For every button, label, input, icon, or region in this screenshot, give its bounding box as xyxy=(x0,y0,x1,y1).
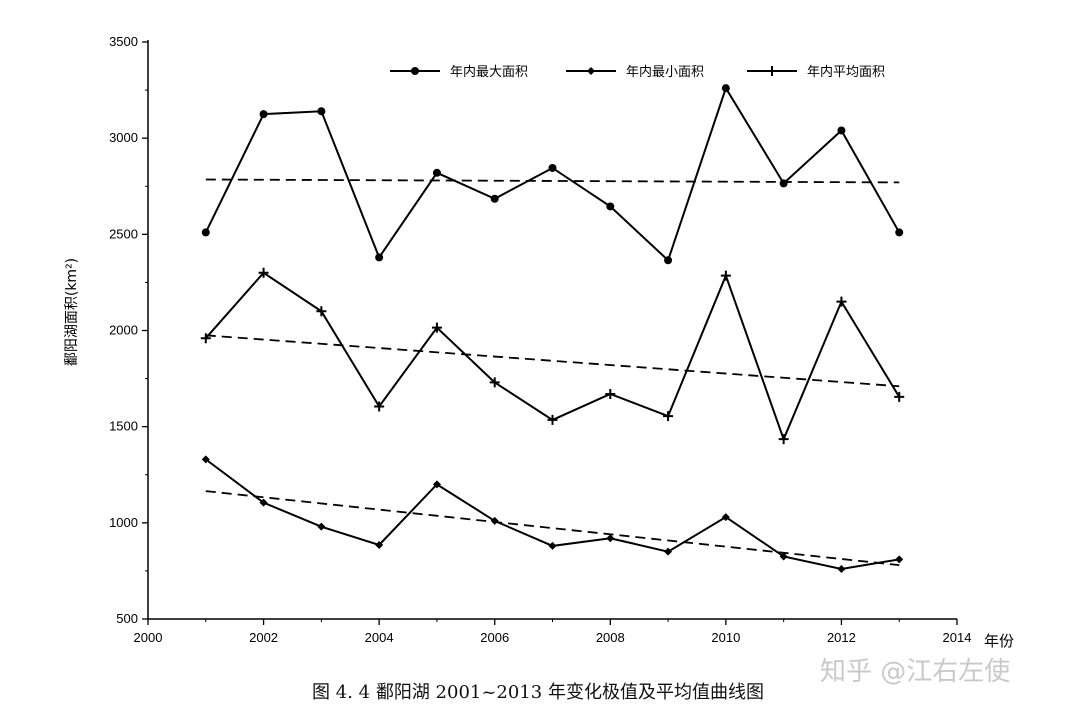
y-tick-label: 3500 xyxy=(109,34,138,49)
data-point-circle xyxy=(837,126,846,135)
data-point-plus xyxy=(605,388,616,399)
legend-item: 年内最小面积 xyxy=(566,64,704,80)
data-point-circle xyxy=(779,179,788,188)
x-tick-label: 2004 xyxy=(365,630,394,645)
y-tick-label: 2500 xyxy=(109,226,138,241)
data-point-plus xyxy=(547,414,558,425)
legend-item: 年内最大面积 xyxy=(390,64,528,80)
series-circle xyxy=(201,84,904,265)
trend-line xyxy=(205,490,900,567)
data-point-circle xyxy=(490,194,499,203)
data-point-diamond xyxy=(779,552,788,561)
series-line xyxy=(205,458,900,571)
data-point-diamond xyxy=(895,555,904,564)
data-point-circle xyxy=(664,256,673,265)
data-point-diamond xyxy=(721,513,730,522)
watermark: 知乎 @江右左使 xyxy=(820,657,1010,687)
data-point-plus xyxy=(431,322,442,333)
data-point-diamond xyxy=(375,540,384,549)
data-point-plus xyxy=(767,66,777,76)
data-point-circle xyxy=(259,110,268,119)
data-point-circle xyxy=(432,168,441,177)
data-point-circle xyxy=(375,253,384,262)
x-tick-label: 2014 xyxy=(943,630,972,645)
legend-label: 年内最大面积 xyxy=(450,64,528,80)
series-line xyxy=(204,85,901,263)
data-point-diamond xyxy=(548,541,557,550)
data-point-plus xyxy=(316,306,327,317)
x-tick-label: 2006 xyxy=(480,630,509,645)
data-point-diamond xyxy=(664,547,673,556)
trend-line xyxy=(205,334,900,388)
data-point-circle xyxy=(201,228,210,237)
x-axis-unit-label: 年份 xyxy=(984,632,1014,650)
series-line xyxy=(205,271,901,442)
data-point-plus xyxy=(200,333,211,344)
data-point-plus xyxy=(894,391,905,402)
y-tick-label: 2000 xyxy=(109,323,138,338)
trend-line xyxy=(205,178,900,184)
y-tick-label: 3000 xyxy=(109,130,138,145)
legend-item: 年内平均面积 xyxy=(747,64,885,80)
x-tick-label: 2012 xyxy=(827,630,856,645)
data-point-diamond xyxy=(317,522,326,531)
data-point-diamond xyxy=(587,67,595,75)
data-point-plus xyxy=(489,377,500,388)
x-tick-label: 2010 xyxy=(711,630,740,645)
data-point-circle xyxy=(317,107,326,116)
legend-label: 年内平均面积 xyxy=(807,64,885,80)
data-point-circle xyxy=(721,84,730,93)
series-diamond xyxy=(201,455,904,573)
data-point-diamond xyxy=(837,564,846,573)
series-plus xyxy=(200,267,905,445)
series-lines xyxy=(200,84,905,573)
data-point-circle xyxy=(606,202,615,211)
data-point-circle xyxy=(895,228,904,237)
data-point-plus xyxy=(258,267,269,278)
data-point-diamond xyxy=(201,455,210,464)
data-point-plus xyxy=(374,401,385,412)
data-point-diamond xyxy=(606,534,615,543)
x-tick-label: 2008 xyxy=(596,630,625,645)
legend: 年内最大面积 年内最小面积 年内平均面积 xyxy=(390,64,885,80)
data-point-circle xyxy=(411,67,419,75)
figure-caption: 图 4. 4 鄱阳湖 2001~2013 年变化极值及平均值曲线图 xyxy=(312,682,764,703)
data-point-circle xyxy=(548,163,557,172)
y-tick-label: 1500 xyxy=(109,419,138,434)
data-point-plus xyxy=(663,411,674,422)
y-axis-label: 鄱阳湖面积(km²) xyxy=(64,258,80,366)
data-point-plus xyxy=(836,296,847,307)
data-point-diamond xyxy=(259,498,268,507)
trend-lines xyxy=(205,178,900,567)
data-point-diamond xyxy=(432,480,441,489)
legend-label: 年内最小面积 xyxy=(626,64,704,80)
y-tick-label: 500 xyxy=(116,611,138,626)
data-point-plus xyxy=(778,434,789,445)
x-tick-label: 2002 xyxy=(249,630,278,645)
data-point-plus xyxy=(720,270,731,281)
axes: 500 1000 1500 2000 2500 3000 3500 2000 2002 2004 2… xyxy=(109,34,971,645)
data-point-diamond xyxy=(490,516,499,525)
y-tick-label: 1000 xyxy=(109,515,138,530)
x-tick-label: 2000 xyxy=(134,630,163,645)
